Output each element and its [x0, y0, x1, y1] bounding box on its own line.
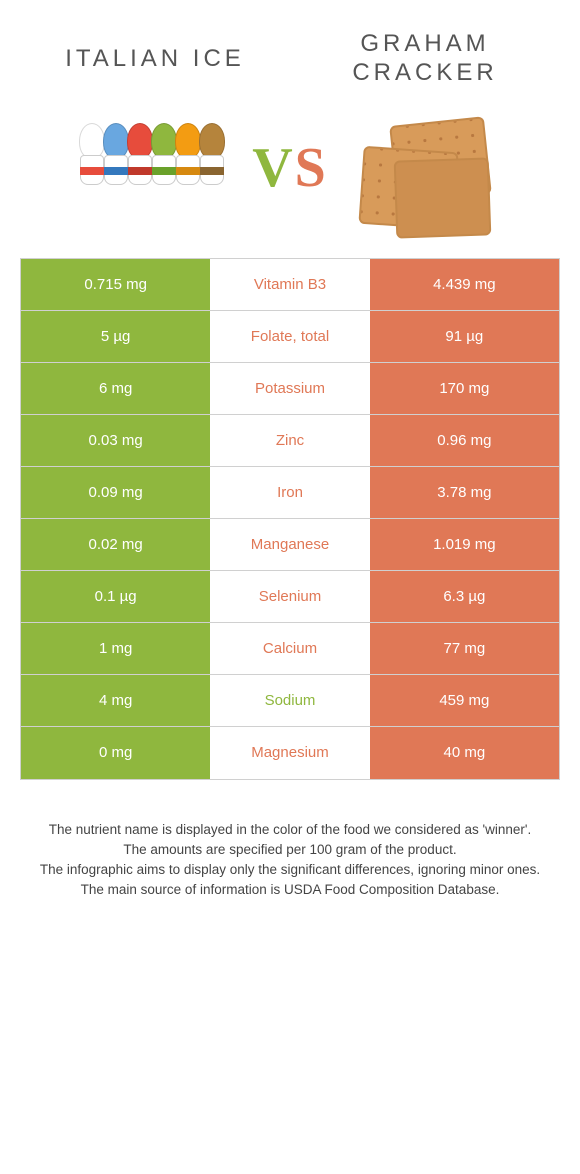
left-value: 4 mg [21, 675, 210, 726]
right-value: 3.78 mg [370, 467, 559, 518]
italian-ice-image [62, 108, 242, 228]
table-row: 4 mgSodium459 mg [21, 675, 559, 727]
nutrient-table: 0.715 mgVitamin B34.439 mg5 µgFolate, to… [20, 258, 560, 780]
left-value: 0.1 µg [21, 571, 210, 622]
table-row: 1 mgCalcium77 mg [21, 623, 559, 675]
footer-line: The infographic aims to display only the… [30, 860, 550, 880]
table-row: 0.715 mgVitamin B34.439 mg [21, 259, 559, 311]
nutrient-name: Vitamin B3 [210, 259, 369, 310]
right-value: 91 µg [370, 311, 559, 362]
footer-notes: The nutrient name is displayed in the co… [30, 820, 550, 901]
left-value: 5 µg [21, 311, 210, 362]
right-food-title: Graham cracker [304, 30, 547, 88]
left-food-title: Italian ice [34, 45, 277, 73]
table-row: 0.02 mgManganese1.019 mg [21, 519, 559, 571]
vs-v-letter: V [252, 137, 294, 199]
nutrient-name: Iron [210, 467, 369, 518]
nutrient-name: Potassium [210, 363, 369, 414]
nutrient-name: Manganese [210, 519, 369, 570]
left-value: 0.715 mg [21, 259, 210, 310]
table-row: 6 mgPotassium170 mg [21, 363, 559, 415]
right-value: 0.96 mg [370, 415, 559, 466]
footer-line: The amounts are specified per 100 gram o… [30, 840, 550, 860]
footer-line: The nutrient name is displayed in the co… [30, 820, 550, 840]
header-row: Italian ice Graham cracker [0, 0, 580, 98]
footer-line: The main source of information is USDA F… [30, 880, 550, 900]
table-row: 0.1 µgSelenium6.3 µg [21, 571, 559, 623]
right-food-title-line1: Graham [304, 30, 547, 59]
table-row: 0 mgMagnesium40 mg [21, 727, 559, 779]
table-row: 0.09 mgIron3.78 mg [21, 467, 559, 519]
right-value: 6.3 µg [370, 571, 559, 622]
right-value: 1.019 mg [370, 519, 559, 570]
nutrient-name: Zinc [210, 415, 369, 466]
left-value: 6 mg [21, 363, 210, 414]
nutrient-name: Magnesium [210, 727, 369, 779]
right-value: 459 mg [370, 675, 559, 726]
right-value: 170 mg [370, 363, 559, 414]
right-value: 4.439 mg [370, 259, 559, 310]
vs-s-letter: S [295, 137, 328, 199]
left-value: 0.02 mg [21, 519, 210, 570]
left-value: 1 mg [21, 623, 210, 674]
nutrient-name: Folate, total [210, 311, 369, 362]
table-row: 5 µgFolate, total91 µg [21, 311, 559, 363]
vs-label: VS [252, 136, 328, 200]
left-value: 0.09 mg [21, 467, 210, 518]
vs-row: VS [0, 98, 580, 258]
left-value: 0 mg [21, 727, 210, 779]
graham-cracker-image [338, 108, 518, 228]
nutrient-name: Calcium [210, 623, 369, 674]
ice-cone-icon [198, 123, 226, 213]
left-value: 0.03 mg [21, 415, 210, 466]
cracker-icon [393, 157, 491, 238]
right-value: 77 mg [370, 623, 559, 674]
nutrient-name: Sodium [210, 675, 369, 726]
table-row: 0.03 mgZinc0.96 mg [21, 415, 559, 467]
right-food-title-line2: cracker [304, 59, 547, 88]
nutrient-name: Selenium [210, 571, 369, 622]
right-value: 40 mg [370, 727, 559, 779]
